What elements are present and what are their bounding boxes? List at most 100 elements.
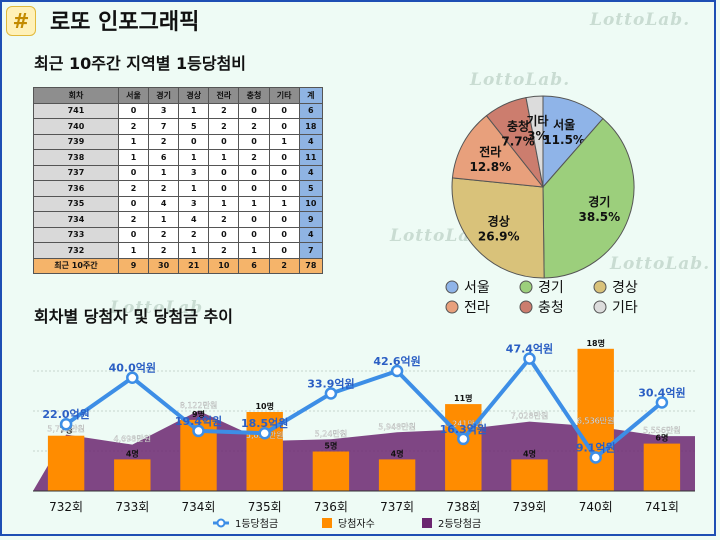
table-cell: 739 bbox=[33, 133, 119, 150]
winner-count-bar bbox=[643, 443, 681, 491]
table-cell: 78 bbox=[298, 257, 324, 274]
table-row: 741 0 3 1 2 0 0 6 bbox=[33, 102, 324, 119]
column-header: 경기 bbox=[148, 87, 180, 104]
legend-label: 충청 bbox=[538, 300, 564, 316]
table-cell: 5 bbox=[178, 118, 210, 135]
column-header: 경상 bbox=[178, 87, 210, 104]
table-cell: 6 bbox=[148, 149, 180, 166]
legend-swatch bbox=[445, 280, 459, 294]
first-prize-point bbox=[126, 371, 139, 384]
table-cell: 3 bbox=[148, 102, 180, 119]
table-cell: 2 bbox=[178, 226, 210, 243]
table-cell: 4 bbox=[298, 226, 324, 243]
table-cell: 1 bbox=[238, 242, 270, 259]
legend-label: 전라 bbox=[464, 300, 490, 316]
table-cell: 10 bbox=[298, 195, 324, 212]
table-cell: 0 bbox=[268, 226, 300, 243]
table-row: 736 2 2 1 0 0 0 5 bbox=[33, 180, 324, 197]
line-value-label: 33.9억원 bbox=[307, 376, 354, 390]
table-row: 740 2 7 5 2 2 0 18 bbox=[33, 118, 324, 135]
table-cell: 3 bbox=[178, 195, 210, 212]
line-value-label: 19.4억원 bbox=[175, 414, 222, 428]
table-cell: 737 bbox=[33, 164, 119, 181]
table-cell: 0 bbox=[268, 118, 300, 135]
table-cell: 6 bbox=[238, 257, 270, 274]
region-winners-table: 회차 서울 경기 경상 전라 충청 기타 계 741 0 3 1 2 0 0 6 740 2 7 5 2… bbox=[33, 87, 324, 274]
table-cell: 0 bbox=[268, 102, 300, 119]
pie-slice-category-label: 기타 bbox=[526, 113, 548, 128]
table-cell: 2 bbox=[238, 118, 270, 135]
table-cell: 0 bbox=[117, 226, 150, 243]
first-prize-point bbox=[324, 387, 338, 400]
watermark: LottoLab. bbox=[590, 10, 691, 30]
first-prize-point bbox=[258, 426, 271, 440]
page-title: 로또 인포그래픽 bbox=[50, 10, 200, 35]
x-tick-label: 737회 bbox=[380, 500, 414, 514]
table-row: 733 0 2 2 0 0 0 4 bbox=[33, 226, 324, 243]
table-cell: 0 bbox=[208, 164, 240, 181]
table-cell: 1 bbox=[208, 195, 240, 212]
first-prize-point bbox=[655, 396, 669, 409]
column-header: 기타 bbox=[268, 87, 300, 104]
table-cell: 2 bbox=[208, 211, 240, 228]
table-cell: 0 bbox=[238, 102, 270, 119]
first-prize-point bbox=[192, 424, 205, 438]
table-cell: 734 bbox=[33, 211, 119, 228]
table-cell: 0 bbox=[238, 180, 270, 197]
table-cell: 0 bbox=[238, 211, 270, 228]
table-cell: 18 bbox=[298, 118, 324, 135]
table-cell: 733 bbox=[33, 226, 119, 243]
legend-line-marker bbox=[216, 518, 226, 528]
table-cell: 1 bbox=[117, 133, 150, 150]
table-cell: 7 bbox=[298, 242, 324, 259]
table-cell: 0 bbox=[238, 133, 270, 150]
pie-slice-category-label: 충청 bbox=[507, 118, 529, 133]
area-value-label: 5,24만원 bbox=[315, 429, 348, 438]
table-cell: 0 bbox=[268, 211, 300, 228]
winner-count-bar bbox=[445, 404, 482, 491]
area-value-label: 7,028만원 bbox=[511, 412, 549, 421]
table-cell: 9 bbox=[117, 257, 150, 274]
area-value-label: 8,122만원 bbox=[180, 401, 218, 410]
bar-value-label: 10명 bbox=[255, 401, 274, 411]
pie-slice bbox=[451, 114, 545, 188]
pie-slice-value-label: 12.8% bbox=[469, 160, 511, 174]
table-cell: 0 bbox=[268, 149, 300, 166]
bar-value-label: 4명 bbox=[523, 448, 536, 458]
table-cell: 4 bbox=[298, 133, 324, 150]
winner-count-bar bbox=[577, 348, 614, 491]
line-value-label: 9.1억원 bbox=[576, 441, 616, 455]
table-cell: 4 bbox=[148, 195, 180, 212]
table-cell: 1 bbox=[268, 195, 300, 212]
first-prize-point bbox=[589, 451, 602, 464]
bar-value-label: 4명 bbox=[391, 448, 404, 458]
table-cell: 0 bbox=[208, 133, 240, 150]
pie-slice-value-label: 7.7% bbox=[501, 134, 534, 148]
table-cell: 10 bbox=[208, 257, 240, 274]
table-cell: 1 bbox=[148, 211, 180, 228]
table-cell: 1 bbox=[208, 149, 240, 166]
bar-value-label: 18명 bbox=[586, 338, 605, 348]
pie-slice-value-label: 26.9% bbox=[478, 230, 520, 244]
table-cell: 2 bbox=[208, 102, 240, 119]
legend-label: 서울 bbox=[464, 280, 490, 296]
table-cell: 1 bbox=[178, 180, 210, 197]
table-cell: 11 bbox=[298, 149, 324, 166]
pie-slice-category-label: 경기 bbox=[588, 194, 610, 209]
table-cell: 최근 10주간 bbox=[33, 257, 119, 274]
table-cell: 732 bbox=[33, 242, 119, 259]
x-tick-label: 741회 bbox=[645, 500, 679, 514]
table-cell: 2 bbox=[268, 257, 300, 274]
table-cell: 0 bbox=[208, 180, 240, 197]
table-row: 734 2 1 4 2 0 0 9 bbox=[33, 211, 324, 228]
x-tick-label: 733회 bbox=[115, 500, 149, 514]
legend-bar-swatch bbox=[322, 518, 332, 528]
table-cell: 1 bbox=[117, 149, 150, 166]
column-header: 서울 bbox=[117, 87, 150, 104]
pie-slice-value-label: 11.5% bbox=[543, 133, 585, 147]
column-header: 충청 bbox=[238, 87, 270, 104]
table-cell: 1 bbox=[117, 242, 150, 259]
legend-label: 기타 bbox=[612, 300, 638, 316]
table-row: 739 1 2 0 0 0 1 4 bbox=[33, 133, 324, 150]
